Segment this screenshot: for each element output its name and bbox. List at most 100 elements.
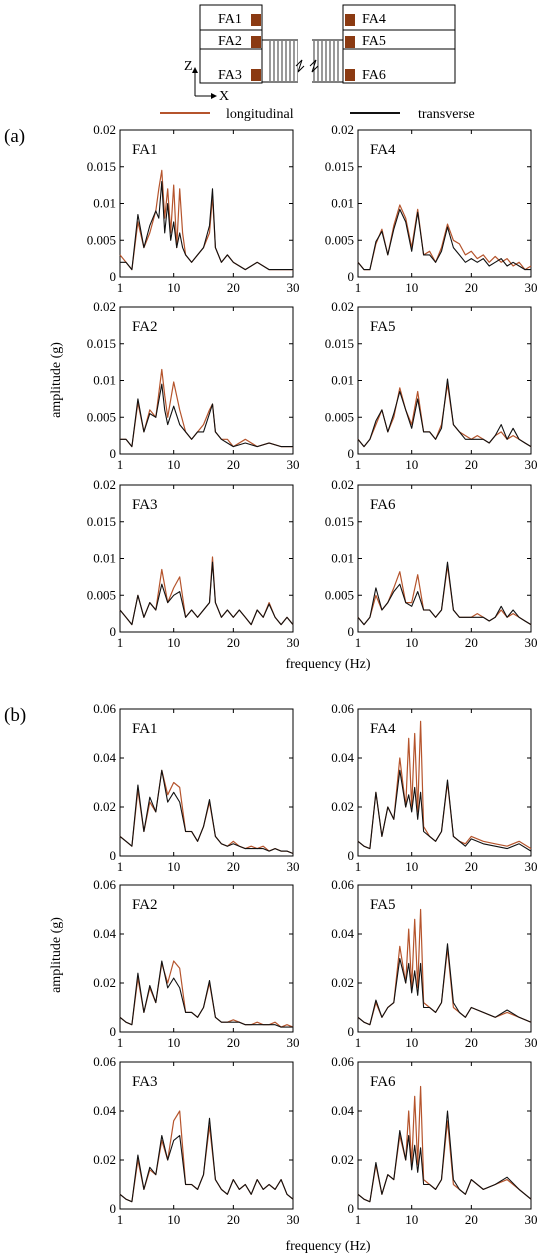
sensor-marker-fa1 <box>251 14 261 26</box>
y-tick-label: 0.005 <box>87 587 116 602</box>
ylabel-a: amplitude (g) <box>49 342 64 418</box>
panel-title: FA3 <box>132 1074 158 1090</box>
x-tick-label: 1 <box>355 859 362 874</box>
y-tick-label: 0 <box>348 446 355 461</box>
schematic-label-fa3: FA3 <box>218 68 242 83</box>
legend: longitudinal transverse <box>160 107 475 122</box>
series-line-transverse <box>357 208 531 271</box>
x-tick-label: 1 <box>355 635 362 650</box>
x-tick-label: 30 <box>287 1212 300 1227</box>
x-tick-label: 1 <box>117 457 124 472</box>
x-tick-label: 20 <box>465 1212 478 1227</box>
y-tick-label: 0.015 <box>325 336 354 351</box>
panel-a-fa5: 0 0.005 0.01 0.015 0.02 1 10 20 30 FA5 <box>325 299 538 472</box>
schematic: FA1 FA2 FA3 FA4 FA5 FA6 Z X <box>184 4 456 104</box>
series-line-longitudinal <box>357 565 532 626</box>
y-tick-label: 0.02 <box>93 477 116 492</box>
y-tick-label: 0.04 <box>331 926 354 941</box>
x-tick-label: 10 <box>167 635 180 650</box>
x-tick-label: 10 <box>167 280 180 295</box>
y-tick-label: 0.015 <box>325 159 354 174</box>
axis-x-label: X <box>219 89 229 104</box>
x-tick-label: 30 <box>525 1035 538 1050</box>
axis-z-label: Z <box>184 59 193 74</box>
series-line-transverse <box>120 383 293 448</box>
panel-title: FA3 <box>132 497 158 513</box>
x-tick-label: 30 <box>287 859 300 874</box>
series-line-transverse <box>357 561 532 626</box>
y-tick-label: 0 <box>348 848 355 863</box>
x-tick-label: 20 <box>465 457 478 472</box>
plot-frame <box>119 708 294 857</box>
series-line-transverse <box>357 378 532 448</box>
y-tick-label: 0.01 <box>93 196 116 211</box>
panel-a-fa6: 0 0.005 0.01 0.015 0.02 1 10 20 30 FA6 <box>325 477 538 650</box>
sensor-marker-fa5 <box>345 36 355 48</box>
panel-a-fa1: 0 0.005 0.01 0.015 0.02 1 10 20 30 FA1 <box>87 122 300 295</box>
panel-b-fa3: 0 0.02 0.04 0.06 1 10 20 30 FA3 <box>93 1054 299 1227</box>
y-tick-label: 0.02 <box>331 299 354 314</box>
y-tick-label: 0 <box>348 1201 355 1216</box>
y-tick-label: 0.02 <box>331 975 354 990</box>
ylabel-b: amplitude (g) <box>49 917 64 993</box>
y-tick-label: 0.02 <box>93 299 116 314</box>
x-tick-label: 10 <box>405 859 418 874</box>
y-tick-label: 0.015 <box>87 514 116 529</box>
x-tick-label: 1 <box>355 1212 362 1227</box>
panel-title: FA1 <box>132 142 158 158</box>
z-arrow-head <box>192 67 198 73</box>
x-arrow-head <box>211 93 217 99</box>
x-tick-label: 20 <box>227 859 240 874</box>
y-tick-label: 0.02 <box>93 122 116 137</box>
series-line-longitudinal <box>357 908 532 1026</box>
y-tick-label: 0.04 <box>331 750 354 765</box>
y-tick-label: 0.02 <box>93 1152 116 1167</box>
panel-title: FA6 <box>370 1074 396 1090</box>
panel-title: FA5 <box>370 319 396 335</box>
x-tick-label: 10 <box>405 635 418 650</box>
y-tick-label: 0.01 <box>93 551 116 566</box>
x-tick-label: 20 <box>465 635 478 650</box>
y-tick-label: 0.005 <box>87 409 116 424</box>
x-tick-label: 30 <box>287 280 300 295</box>
panel-a-fa2: 0 0.005 0.01 0.015 0.02 1 10 20 30 FA2 <box>87 299 300 472</box>
sensor-marker-fa3 <box>251 69 261 81</box>
series-line-transverse <box>119 561 294 626</box>
y-tick-label: 0.02 <box>331 477 354 492</box>
panel-b-fa5: 0 0.02 0.04 0.06 1 10 20 30 FA5 <box>331 877 537 1050</box>
x-tick-label: 30 <box>525 1212 538 1227</box>
x-tick-label: 20 <box>227 1035 240 1050</box>
x-tick-label: 20 <box>227 1212 240 1227</box>
x-tick-label: 20 <box>465 859 478 874</box>
x-tick-label: 30 <box>525 859 538 874</box>
schematic-label-fa5: FA5 <box>362 34 386 49</box>
series-line-transverse <box>357 769 532 852</box>
part-label-a: (a) <box>4 126 25 147</box>
right-block <box>342 4 456 84</box>
x-tick-label: 30 <box>287 457 300 472</box>
x-tick-label: 10 <box>405 1212 418 1227</box>
y-tick-label: 0.02 <box>93 799 116 814</box>
y-tick-label: 0.06 <box>331 1054 354 1069</box>
y-tick-label: 0.01 <box>93 373 116 388</box>
y-tick-label: 0.02 <box>331 1152 354 1167</box>
y-tick-label: 0.015 <box>87 159 116 174</box>
y-tick-label: 0.06 <box>93 877 116 892</box>
y-tick-label: 0 <box>110 624 117 639</box>
y-tick-label: 0.01 <box>331 373 354 388</box>
series-line-transverse <box>120 180 293 271</box>
series-line-longitudinal <box>357 383 532 448</box>
x-tick-label: 10 <box>405 457 418 472</box>
x-tick-label: 10 <box>167 1035 180 1050</box>
series-line-transverse <box>119 769 294 855</box>
deck <box>262 38 343 84</box>
y-tick-label: 0 <box>110 446 117 461</box>
x-tick-label: 30 <box>525 635 538 650</box>
legend-label-longitudinal: longitudinal <box>226 107 294 122</box>
sensor-marker-fa4 <box>345 14 355 26</box>
y-tick-label: 0.01 <box>331 551 354 566</box>
y-tick-label: 0.06 <box>331 701 354 716</box>
y-tick-label: 0 <box>110 848 117 863</box>
